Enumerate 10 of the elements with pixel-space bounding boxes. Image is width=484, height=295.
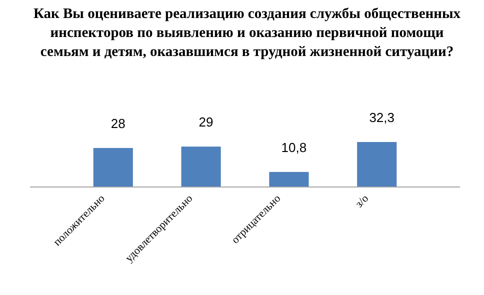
data-label: 32,3 bbox=[369, 110, 395, 125]
bar bbox=[181, 146, 221, 187]
data-label: 28 bbox=[110, 116, 126, 131]
x-tick-label: з/о bbox=[353, 192, 372, 210]
chart-title: Как Вы оцениваете реализацию создания службы общественных инспекторов по выявлению и оказанию первичной помощи семьям и детям, оказавшимся в трудной жизненной ситуации? bbox=[33, 6, 462, 60]
bar bbox=[93, 148, 133, 187]
bar bbox=[269, 172, 309, 187]
data-label: 10,8 bbox=[281, 140, 307, 155]
bar bbox=[357, 142, 397, 187]
data-label: 29 bbox=[198, 114, 214, 130]
